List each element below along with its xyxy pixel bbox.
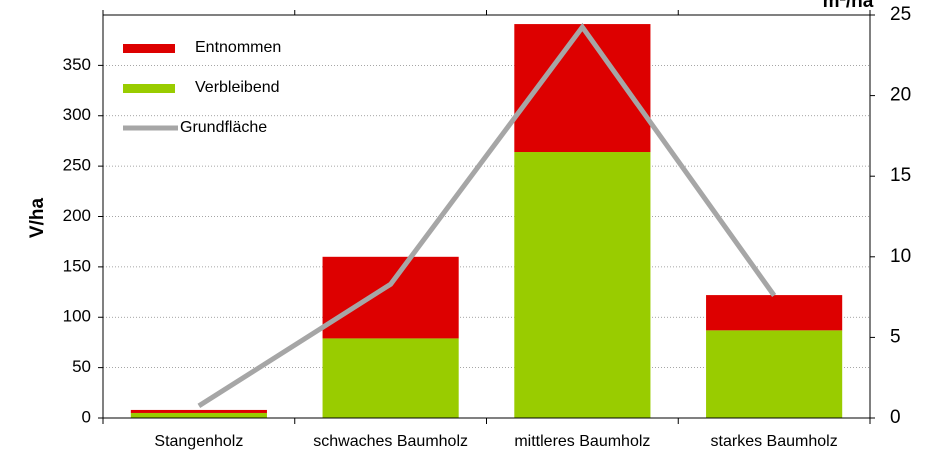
x-tick-label: Stangenholz [154, 433, 243, 450]
y2-tick-label: 10 [890, 246, 911, 267]
y2-tick-label: 5 [890, 326, 901, 347]
bar [322, 256, 459, 339]
legend-label: Grundfläche [180, 119, 267, 136]
legend-label: Verbleibend [195, 79, 280, 96]
x-tick-label: starkes Baumholz [711, 433, 838, 450]
bar [706, 295, 843, 331]
y-tick-label: 100 [63, 307, 91, 326]
x-tick-label: mittleres Baumholz [514, 433, 650, 450]
line [197, 22, 777, 409]
legend-label: Entnommen [195, 39, 281, 56]
y-tick-label: 300 [63, 105, 91, 124]
bar [130, 412, 267, 418]
y-tick-label: 350 [63, 55, 91, 74]
y-tick-label: 200 [63, 206, 91, 225]
bar [130, 409, 267, 413]
y-tick-label: 0 [82, 407, 91, 426]
y2-axis-label: m²/ha [823, 0, 874, 12]
legend-swatch [123, 44, 175, 53]
bar [706, 330, 843, 418]
bar [514, 152, 651, 418]
y2-tick-label: 25 [890, 4, 911, 25]
y2-tick-label: 20 [890, 85, 911, 106]
y-tick-label: 250 [63, 156, 91, 175]
y-tick-label: 150 [63, 256, 91, 275]
y2-tick-label: 0 [890, 407, 901, 428]
bar [322, 338, 459, 418]
y-axis-label: V/ha [27, 198, 48, 239]
y2-tick-label: 15 [890, 165, 911, 186]
legend-swatch [123, 84, 175, 93]
y-tick-label: 50 [72, 357, 91, 376]
x-tick-label: schwaches Baumholz [313, 433, 468, 450]
